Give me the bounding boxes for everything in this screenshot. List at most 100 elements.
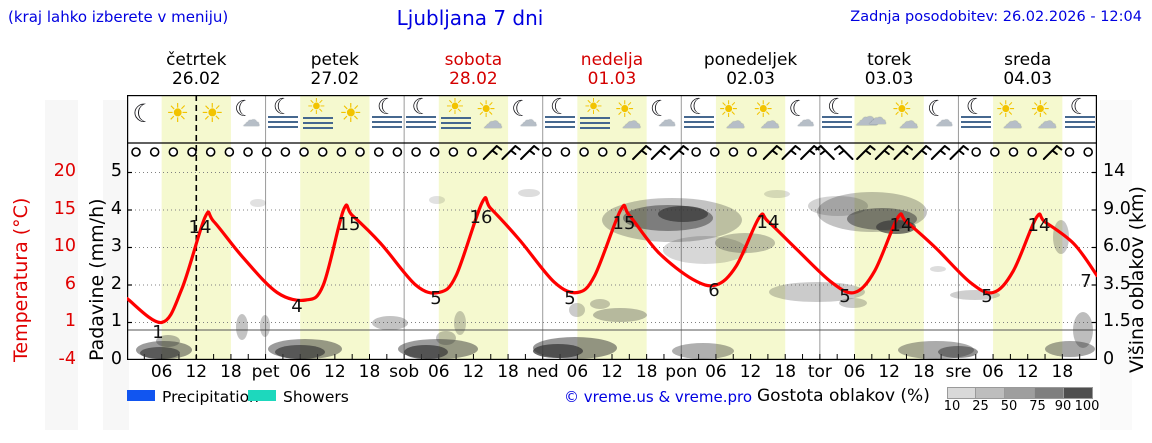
moon-fog-icon: ☾: [959, 97, 993, 139]
sun-cloud-icon: ☀ ☁: [716, 99, 750, 139]
sun-glyph: ☀: [583, 95, 604, 120]
showers-legend-label: Showers: [283, 388, 349, 406]
cloud-blob: [769, 282, 865, 302]
calm-wind-icon: [205, 147, 216, 157]
sun-cloud-icon: ☀ ☁: [993, 99, 1027, 139]
showers-swatch: [248, 390, 276, 401]
x-hour-label: 18: [497, 362, 519, 382]
wind-barb-icon: [833, 145, 854, 160]
end-temp-label: 7: [1080, 271, 1091, 292]
plot-frame: [127, 95, 1097, 360]
day-header: ponedeljek 02.03: [703, 50, 798, 89]
cloud-glyph: ☁: [1002, 109, 1023, 133]
min-temp-label: 4: [291, 296, 302, 317]
min-temp-label: 5: [430, 288, 441, 309]
x-hour-label: 06: [150, 362, 173, 382]
sun-cloud-icon: ☀ ☁: [474, 99, 508, 139]
moon-fog-icon: ☾: [820, 97, 854, 139]
moon-glyph: ☾: [1069, 95, 1090, 120]
wind-barb-icon: [520, 145, 540, 160]
cloud-blob: [715, 233, 775, 253]
cloud-blob: [436, 331, 456, 345]
fog-lines-icon: [822, 116, 853, 128]
wind-barb-icon: [632, 145, 652, 160]
moon-glyph: ☾: [550, 95, 570, 120]
calm-wind-icon: [411, 147, 421, 157]
cloud-blob: [764, 190, 790, 198]
calm-wind-icon: [243, 147, 253, 157]
x-hour-label: 18: [774, 362, 797, 382]
sun-icon: ☀: [162, 99, 196, 139]
fog-lines-icon: [1064, 116, 1095, 128]
cloud-scale-label: 50: [1000, 399, 1018, 414]
credit-link[interactable]: © vreme.us & vreme.pro: [564, 388, 752, 406]
moon-glyph: ☾: [234, 97, 254, 122]
calm-wind-icon: [317, 147, 328, 157]
cloud-scale-label: 90: [1054, 399, 1072, 414]
x-hour-label: 06: [705, 362, 727, 382]
calm-wind-icon: [597, 147, 608, 157]
cloud-glyph: ☁: [621, 109, 642, 133]
x-hour-label: 12: [324, 362, 346, 382]
x-hour-label: 18: [358, 362, 381, 382]
calm-wind-icon: [355, 147, 365, 157]
calm-wind-icon: [168, 147, 179, 157]
cloud-glyph: ☁: [898, 109, 919, 133]
x-hour-label: 12: [462, 362, 485, 382]
x-hour-label: 12: [739, 362, 762, 382]
calm-wind-icon: [541, 147, 552, 157]
day-header: petek 27.02: [310, 50, 360, 89]
precip-tick-label: 5: [110, 161, 122, 181]
fog-lines-icon: [960, 116, 991, 128]
x-hour-label: 12: [185, 362, 208, 382]
wind-barb-icon: [501, 145, 521, 160]
last-updated: Zadnja posodobitev: 26.02.2026 - 12:04: [850, 9, 1142, 25]
cloud-blob: [140, 347, 180, 359]
cloud-blob: [938, 346, 978, 358]
temp-tick-label: 20: [53, 161, 76, 181]
min-temp-label: 6: [708, 280, 719, 301]
sun-glyph: ☀: [339, 99, 363, 129]
temperature-curve: [127, 196, 1097, 325]
sun-glyph: ☀: [165, 99, 190, 129]
sun-glyph: ☀: [891, 97, 913, 123]
cloud-blob: [663, 236, 747, 264]
cloud-blob: [569, 303, 585, 317]
moon-glyph: ☾: [688, 95, 709, 120]
moon-fog-icon: ☾: [1063, 95, 1097, 139]
moon-cloud-icon: ☾ ☁: [647, 99, 681, 139]
cloud-scale-label: 10: [943, 399, 961, 414]
cloud-height-tick-label: 3.5: [1103, 273, 1131, 294]
cloud-scale-segment: [1034, 387, 1064, 399]
moon-cloud-icon: ☾ ☁: [924, 99, 958, 139]
wind-barb-icon: [874, 145, 895, 160]
cloud-scale-segment: [1005, 387, 1035, 399]
cloud-scale-segment: [1063, 387, 1093, 399]
calm-wind-icon: [280, 147, 291, 157]
cloud-glyph: ☁: [519, 110, 538, 131]
cloud-height-tick-label: 9.0: [1103, 198, 1131, 219]
calm-wind-icon: [392, 147, 403, 157]
bg-strip-right: [1100, 100, 1132, 430]
cloud-blob: [593, 308, 647, 322]
x-day-abbrev: pet: [251, 362, 280, 382]
min-temp-label: 5: [981, 286, 992, 307]
x-hour-label: 18: [635, 362, 658, 382]
calm-wind-icon: [224, 147, 235, 157]
moon-glyph: ☾: [649, 97, 670, 122]
fog-lines-icon: [302, 117, 333, 129]
moon-glyph: ☾: [511, 97, 532, 122]
precipitation-legend-label: Precipitation: [162, 388, 259, 406]
cloud-scale-label: 25: [972, 399, 989, 414]
min-temp-label: 5: [564, 288, 575, 309]
moon-cloud-icon: ☾ ☁: [508, 99, 542, 139]
x-hour-label: 18: [912, 362, 935, 382]
cloud-glyph: ☁: [796, 110, 815, 131]
precip-tick-label: 4: [110, 198, 122, 219]
x-hour-label: 18: [1051, 362, 1074, 382]
cloud-blob: [275, 345, 325, 359]
wind-barb-icon: [762, 145, 783, 160]
max-temp-label: 14: [189, 217, 212, 238]
cloud-glyph: ☁: [482, 109, 503, 133]
sun-glyph: ☀: [614, 97, 635, 123]
